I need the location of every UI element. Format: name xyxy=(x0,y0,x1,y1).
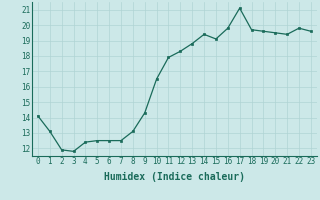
X-axis label: Humidex (Indice chaleur): Humidex (Indice chaleur) xyxy=(104,172,245,182)
